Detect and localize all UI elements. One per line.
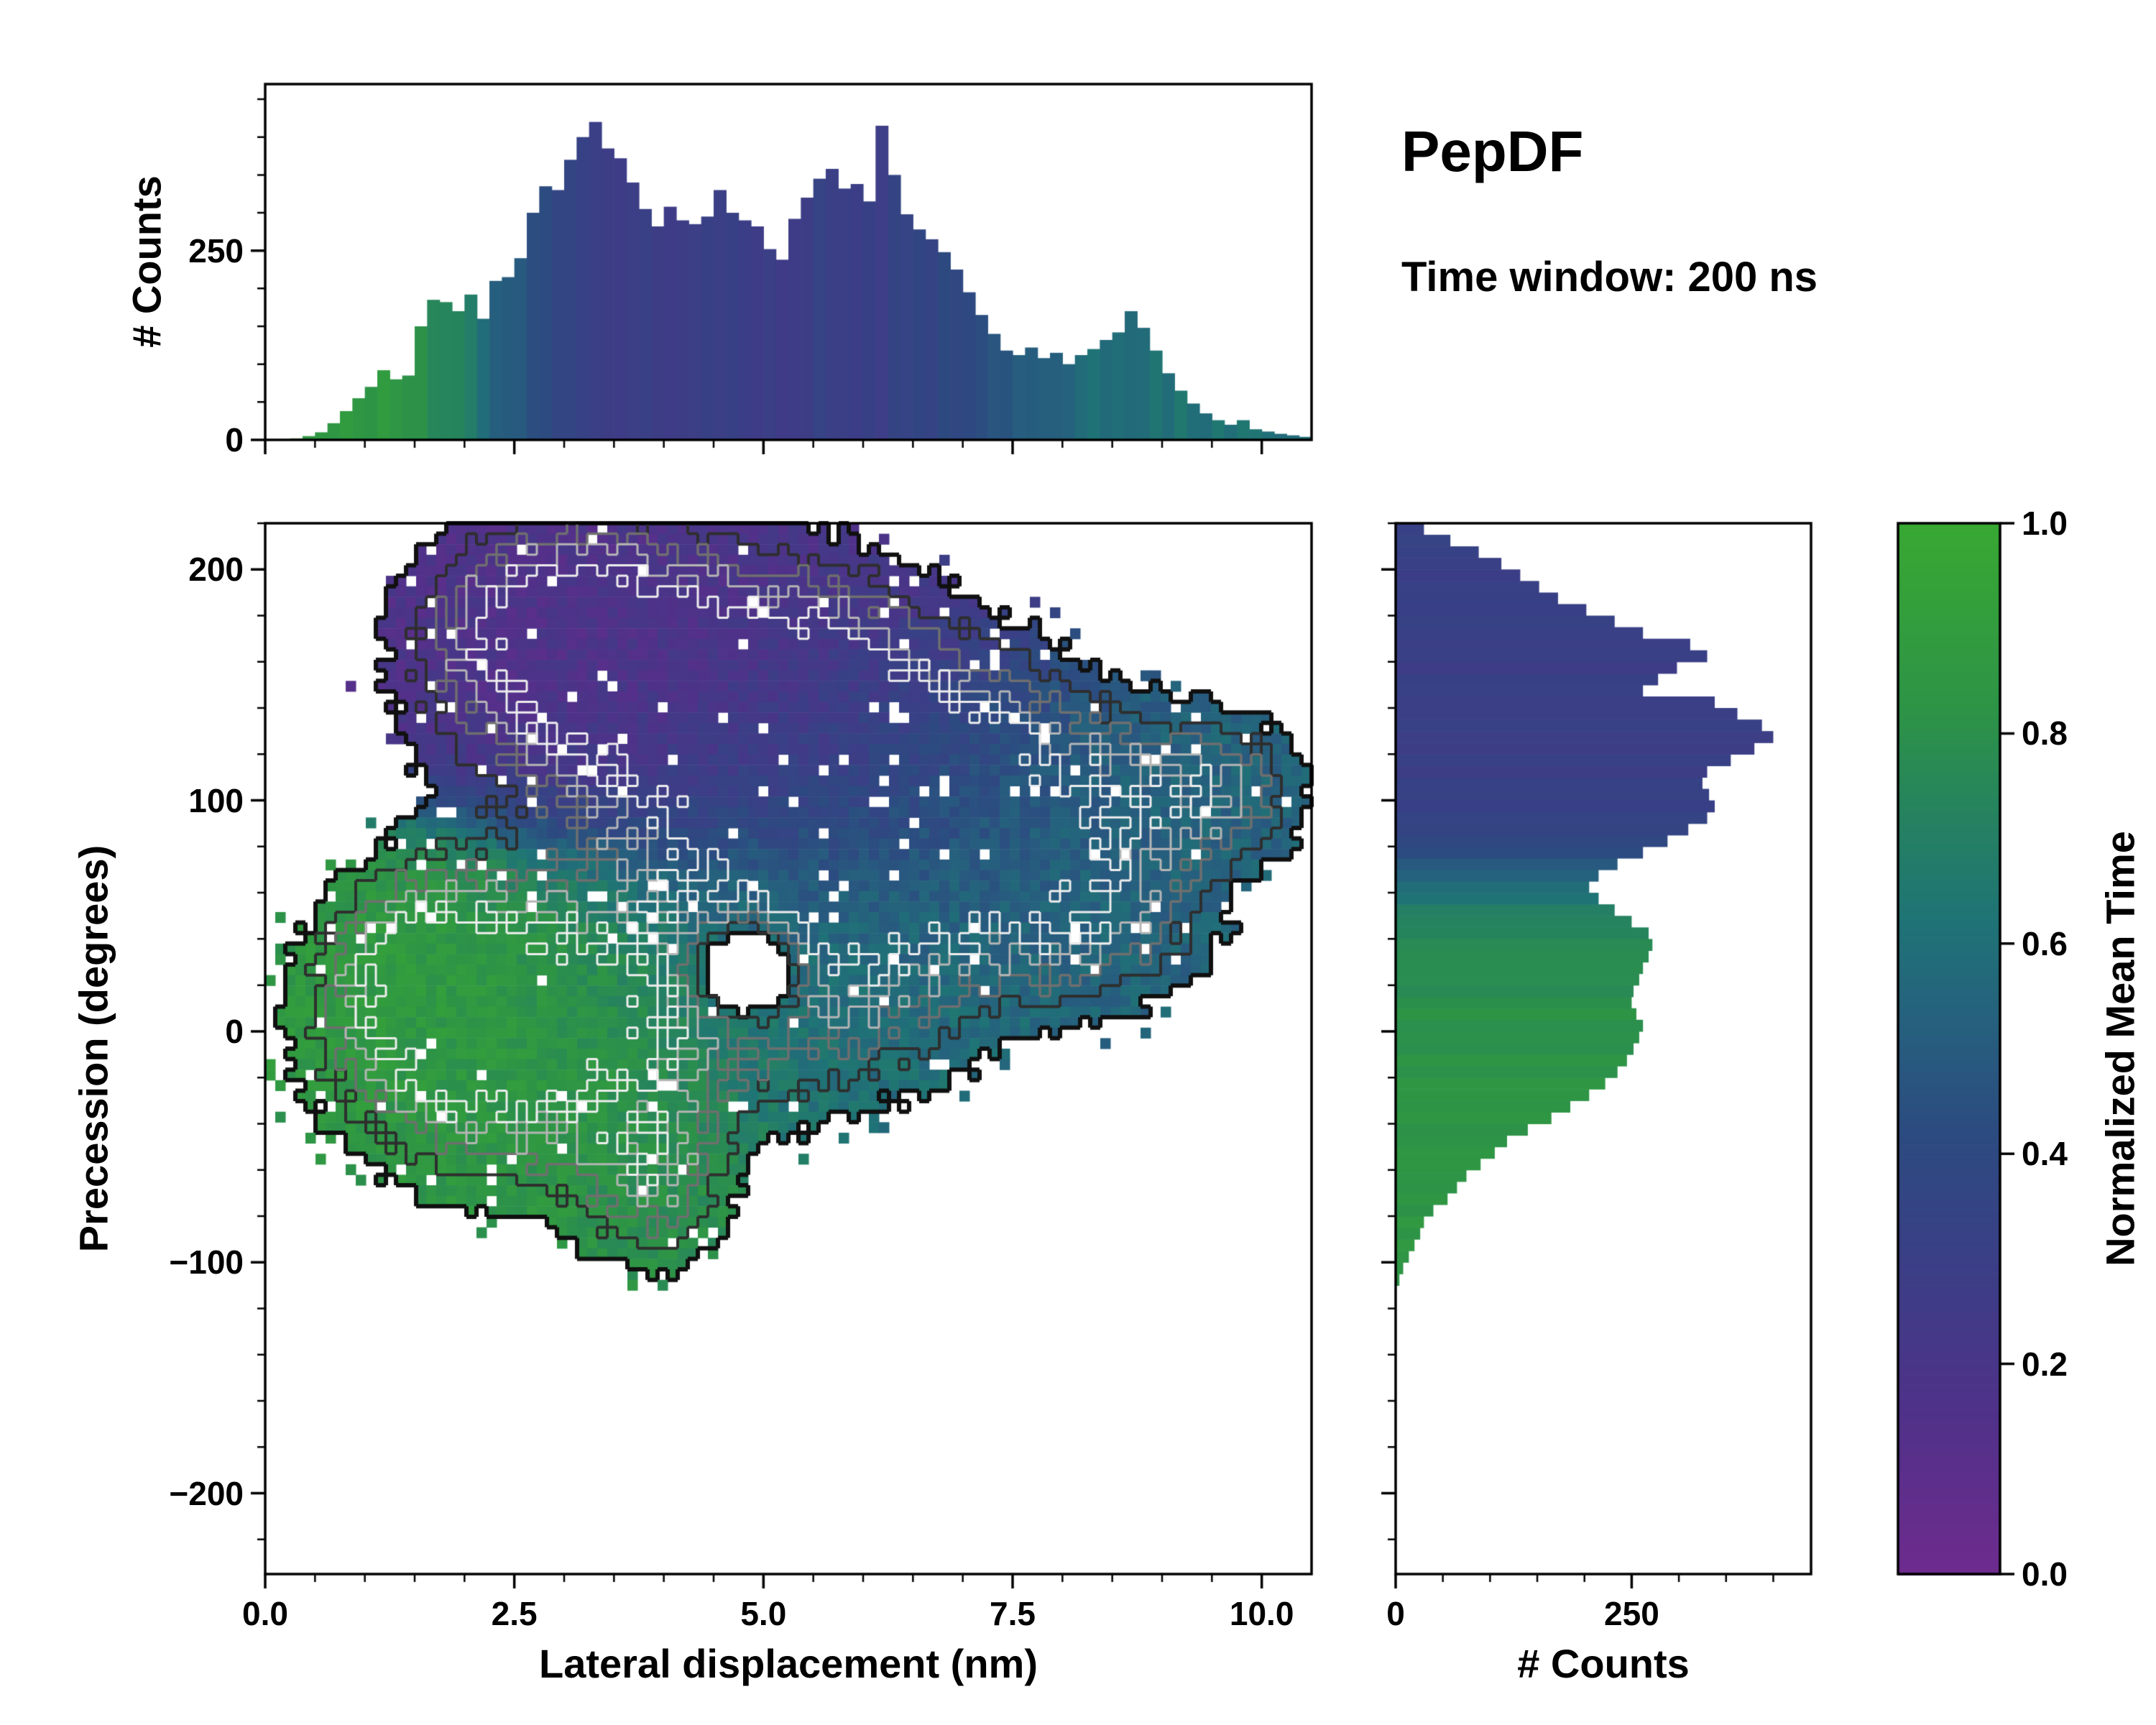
top-histogram-canvas xyxy=(232,51,1345,473)
tick-label: 1.0 xyxy=(2022,505,2068,542)
right-histogram-canvas xyxy=(1363,490,1844,1607)
main-density-canvas xyxy=(232,490,1345,1607)
tick-label: 0.4 xyxy=(2022,1135,2068,1173)
tick-label: 100 xyxy=(188,781,244,819)
tick-label: 0 xyxy=(1386,1595,1405,1632)
tick-label: 250 xyxy=(1604,1595,1659,1632)
tick-label: 10.0 xyxy=(1229,1595,1294,1632)
tick-label: −200 xyxy=(169,1474,244,1512)
main-y-axis-label: Precession (degrees) xyxy=(70,845,116,1253)
tick-label: 0.8 xyxy=(2022,714,2068,753)
tick-label: 0 xyxy=(225,1012,244,1050)
tick-label: 7.5 xyxy=(990,1595,1036,1632)
plot-title: PepDF xyxy=(1401,119,1584,183)
tick-label: 0.0 xyxy=(242,1595,288,1632)
tick-label: 0 xyxy=(225,421,244,459)
tick-label: −100 xyxy=(169,1243,244,1282)
tick-label: 0.6 xyxy=(2022,924,2068,962)
colorbar-label: Normalized Mean Time xyxy=(2097,831,2143,1266)
colorbar-canvas xyxy=(1865,490,2033,1607)
plot-subtitle: Time window: 200 ns xyxy=(1401,254,1818,300)
tick-label: 5.0 xyxy=(740,1595,787,1632)
right-hist-x-axis-label: # Counts xyxy=(1517,1641,1690,1686)
tick-label: 200 xyxy=(188,551,244,589)
tick-label: 2.5 xyxy=(491,1595,538,1632)
tick-label: 250 xyxy=(188,231,244,270)
top-hist-y-axis-label: # Counts xyxy=(124,175,170,348)
main-x-axis-label: Lateral displacement (nm) xyxy=(539,1641,1038,1686)
tick-label: 0.0 xyxy=(2022,1555,2068,1593)
tick-label: 0.2 xyxy=(2022,1345,2068,1383)
